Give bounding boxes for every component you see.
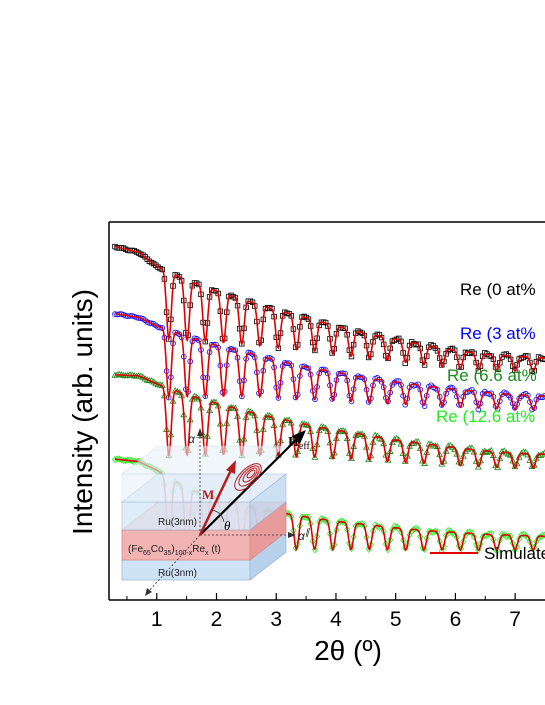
heff-arrowhead xyxy=(292,430,306,444)
series-layer xyxy=(111,243,545,555)
data-point-series-2 xyxy=(305,365,312,372)
data-point-series-4 xyxy=(415,525,422,534)
data-point-series-2 xyxy=(434,387,441,393)
data-point-series-2 xyxy=(232,347,239,354)
heff-label: Heff xyxy=(288,435,310,452)
alpha-par-label: α∥ xyxy=(298,527,311,543)
data-point-series-4 xyxy=(498,530,506,538)
bottom-ru-label: Ru(3nm) xyxy=(158,568,197,579)
data-point-series-4 xyxy=(440,542,447,551)
data-point-series-3 xyxy=(391,435,398,442)
data-point-series-4 xyxy=(124,456,131,464)
data-point-series-4 xyxy=(488,529,495,538)
ferro-layer-label: (Fe65Co35)100-xRex (t) xyxy=(128,544,221,557)
series-label-4: Re (12.6 at% xyxy=(436,407,535,426)
theta-label: θ xyxy=(224,518,231,533)
fit-line-series-1 xyxy=(114,245,545,373)
data-point-series-4 xyxy=(410,525,417,534)
x-tick-layer: 1 2 3 4 5 6 7 xyxy=(126,593,521,631)
data-point-series-3 xyxy=(515,453,523,460)
data-point-series-4 xyxy=(514,543,521,551)
top-box-ghost-front xyxy=(121,473,251,503)
x-axis-title: 2θ (º) xyxy=(314,635,382,666)
x-tick-label: 5 xyxy=(390,608,402,631)
data-point-series-4 xyxy=(518,531,525,539)
data-point-series-4 xyxy=(529,543,536,552)
data-point-series-4 xyxy=(516,535,523,543)
series-label-3: Re (6.6 at% xyxy=(447,366,537,385)
data-point-series-4 xyxy=(337,517,344,525)
inset-schematic: α⊥ α∥ Heff M θ Ru(3nm) (Fe65Co35)100-xRe… xyxy=(120,428,311,596)
data-point-series-3 xyxy=(541,449,545,456)
fit-line-series-2 xyxy=(114,312,545,411)
alpha-perp-arrowhead xyxy=(197,428,203,436)
series-label-2: Re (3 at% xyxy=(460,324,536,343)
data-point-series-2 xyxy=(159,325,166,331)
data-point-series-4 xyxy=(531,543,538,551)
depth-axis xyxy=(147,534,201,593)
data-point-series-3 xyxy=(440,457,448,464)
data-point-series-4 xyxy=(324,519,331,527)
series-3 xyxy=(111,370,545,471)
data-point-series-3 xyxy=(522,448,530,455)
y-axis-title: Intensity (arb. units) xyxy=(67,289,98,535)
legend: Simulate xyxy=(430,544,545,563)
data-point-series-1 xyxy=(312,347,318,354)
data-point-series-3 xyxy=(444,442,452,449)
data-point-series-4 xyxy=(464,529,471,537)
data-point-series-4 xyxy=(541,531,545,539)
data-point-series-1 xyxy=(512,367,518,373)
data-point-series-1 xyxy=(542,356,545,362)
data-point-series-4 xyxy=(471,533,478,541)
plot-frame xyxy=(108,221,545,601)
m-label: M xyxy=(202,487,214,502)
data-point-series-4 xyxy=(318,514,325,523)
x-tick-label: 3 xyxy=(270,608,282,631)
data-point-series-2 xyxy=(191,335,198,342)
data-point-series-4 xyxy=(526,538,533,546)
data-point-series-2 xyxy=(451,387,458,394)
precession-spiral xyxy=(234,463,262,491)
legend-label-simulate: Simulate xyxy=(484,544,545,563)
data-point-series-1 xyxy=(378,334,385,341)
m-arrow xyxy=(198,467,234,536)
series-1 xyxy=(112,243,545,375)
series-2 xyxy=(112,311,545,413)
data-point-series-4 xyxy=(391,522,398,531)
data-point-series-4 xyxy=(535,534,542,542)
depth-axis-arrowhead xyxy=(145,588,152,596)
data-point-series-3 xyxy=(418,457,426,464)
data-point-series-3 xyxy=(397,440,405,447)
data-point-series-2 xyxy=(196,337,202,344)
data-point-series-3 xyxy=(526,456,534,463)
x-tick-label: 6 xyxy=(450,608,462,631)
x-tick-label: 1 xyxy=(151,608,163,631)
alpha-perp-label: α⊥ xyxy=(188,430,203,446)
theta-arc xyxy=(211,509,225,523)
data-point-series-1 xyxy=(305,316,312,322)
data-point-series-4 xyxy=(114,455,121,463)
x-tick-label: 2 xyxy=(211,608,223,631)
alpha-par-arrowhead xyxy=(288,532,296,538)
data-point-series-4 xyxy=(460,538,467,546)
data-point-series-4 xyxy=(311,546,318,554)
x-tick-label: 4 xyxy=(330,608,342,631)
data-point-series-1 xyxy=(232,295,239,301)
data-point-series-4 xyxy=(462,531,469,540)
data-point-series-4 xyxy=(486,530,493,538)
data-point-series-3 xyxy=(388,438,396,446)
series-label-1: Re (0 at% xyxy=(460,280,536,299)
data-point-series-4 xyxy=(445,527,452,535)
data-point-series-1 xyxy=(159,266,165,273)
data-point-series-3 xyxy=(483,448,491,455)
data-point-series-3 xyxy=(373,432,381,439)
series-label-layer: Re (0 at% Re (3 at% Re (6.6 at% Re (12.6 at… xyxy=(436,280,537,426)
data-point-series-3 xyxy=(528,462,536,469)
data-point-series-2 xyxy=(447,384,454,391)
x-tick-label: 7 xyxy=(509,608,521,631)
m-arrowhead xyxy=(226,460,236,474)
top-ru-label: Ru(3nm) xyxy=(158,517,197,528)
data-point-series-4 xyxy=(397,528,404,536)
